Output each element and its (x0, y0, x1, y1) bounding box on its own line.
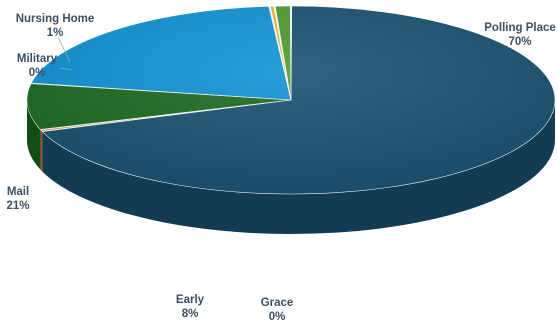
value-polling-place: 70% (508, 36, 531, 48)
label-grace: Grace (261, 297, 294, 309)
value-grace: 0% (269, 311, 286, 323)
value-early: 8% (182, 308, 199, 320)
label-mail: Mail (7, 186, 29, 198)
leader-nursing-home (57, 36, 71, 63)
leader-military (59, 67, 73, 71)
label-polling-place: Polling Place (484, 22, 556, 34)
value-mail: 21% (6, 200, 29, 212)
leader-lines (57, 36, 73, 71)
pie-tops (26, 5, 556, 195)
slice-labels: Polling Place 70% Grace 0% Early 8% Mail 21% Mil… (6, 13, 555, 323)
value-military: 0% (29, 67, 46, 79)
slice-side-polling-place (42, 100, 556, 234)
label-military: Military (17, 53, 58, 65)
slice-side-grace (40, 129, 43, 172)
label-nursing-home: Nursing Home (16, 13, 95, 25)
value-nursing-home: 1% (47, 27, 64, 39)
label-early: Early (176, 294, 205, 306)
